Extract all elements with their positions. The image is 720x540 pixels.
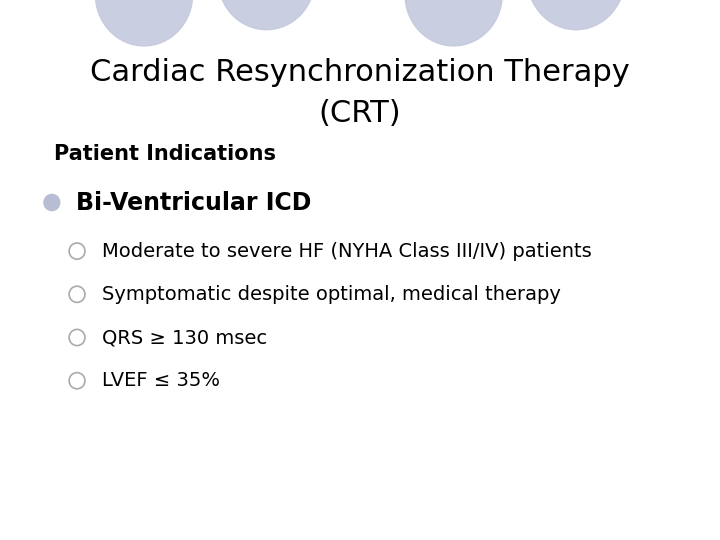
Text: Patient Indications: Patient Indications: [54, 144, 276, 164]
Text: (CRT): (CRT): [319, 99, 401, 128]
Text: Cardiac Resynchronization Therapy: Cardiac Resynchronization Therapy: [90, 58, 630, 87]
Text: LVEF ≤ 35%: LVEF ≤ 35%: [102, 371, 220, 390]
Text: Bi-Ventricular ICD: Bi-Ventricular ICD: [76, 191, 311, 214]
Text: QRS ≥ 130 msec: QRS ≥ 130 msec: [102, 328, 267, 347]
Text: Symptomatic despite optimal, medical therapy: Symptomatic despite optimal, medical the…: [102, 285, 561, 304]
Text: Moderate to severe HF (NYHA Class III/IV) patients: Moderate to severe HF (NYHA Class III/IV…: [102, 241, 592, 261]
